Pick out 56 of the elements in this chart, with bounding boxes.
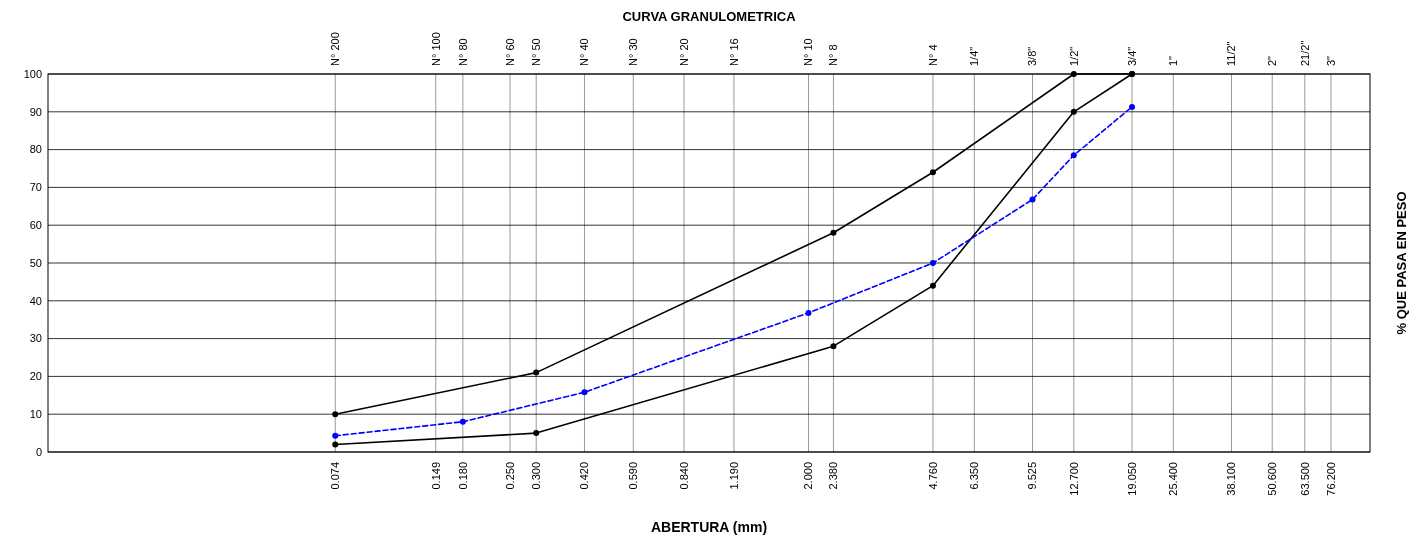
x-tick-label: 1.190 (727, 462, 740, 490)
x-axis-title: ABERTURA (mm) (650, 519, 768, 535)
x-tick-label: 2.380 (827, 462, 840, 490)
x-tick-label: 2.000 (802, 462, 815, 490)
x-tick-label: 0.590 (627, 462, 640, 490)
y-tick-label: 30 (29, 332, 42, 345)
y-tick-label: 70 (29, 181, 42, 194)
y-tick-label: 0 (35, 445, 42, 458)
text: N° 30 (627, 38, 640, 66)
x-tick-label: 76.200 (1324, 462, 1337, 496)
text: 1/4" (968, 46, 981, 66)
text: 3/8" (1026, 46, 1039, 66)
x-tick-label: 6.350 (968, 462, 981, 490)
text: N° 80 (456, 38, 469, 66)
x-tick-label: 50.600 (1266, 462, 1279, 496)
x-tick-label: 9.525 (1026, 462, 1039, 490)
x-tick-label: 12.700 (1067, 462, 1080, 496)
x-tick-label: 0.300 (530, 462, 543, 490)
text: 1" (1167, 55, 1180, 66)
text: N° 20 (677, 38, 690, 66)
y-tick-label: 90 (29, 105, 42, 118)
x-tick-label: 0.250 (503, 462, 516, 490)
x-tick-label: 0.840 (677, 462, 690, 490)
x-tick-label: 38.100 (1225, 462, 1238, 496)
text: 2" (1266, 55, 1279, 66)
text: 11/2" (1225, 41, 1238, 66)
text: N° 16 (727, 38, 740, 66)
text: N° 10 (802, 38, 815, 66)
text: N° 60 (503, 38, 516, 66)
y-axis-title: % QUE PASA EN PESO (1393, 191, 1409, 335)
x-tick-label: 4.760 (926, 462, 939, 490)
x-tick-label: 19.050 (1125, 462, 1138, 496)
y-tick-label: 100 (23, 67, 42, 80)
text: 3" (1324, 55, 1337, 66)
y-tick-label: 10 (29, 408, 42, 421)
x-tick-label: 0.180 (456, 462, 469, 490)
y-tick-label: 40 (29, 294, 42, 307)
chart-title: CURVA GRANULOMETRICA (622, 9, 797, 24)
text: N° 40 (578, 38, 591, 66)
y-tick-label: 50 (29, 256, 42, 269)
text: 1/2" (1067, 46, 1080, 66)
y-tick-label: 20 (29, 370, 42, 383)
x-tick-label: 63.500 (1298, 462, 1311, 496)
text: N° 8 (827, 44, 840, 66)
text: 3/4" (1125, 46, 1138, 66)
y-tick-label: 80 (29, 143, 42, 156)
x-tick-label: 0.149 (429, 462, 442, 490)
x-tick-label: 25.400 (1167, 462, 1180, 496)
text: N° 100 (429, 32, 442, 66)
text: 21/2" (1298, 40, 1311, 66)
x-tick-label: 0.074 (329, 462, 342, 490)
text: N° 50 (530, 38, 543, 66)
text: N° 200 (329, 32, 342, 66)
y-tick-label: 60 (29, 219, 42, 232)
text: N° 4 (926, 44, 939, 66)
x-tick-label: 0.420 (578, 462, 591, 490)
